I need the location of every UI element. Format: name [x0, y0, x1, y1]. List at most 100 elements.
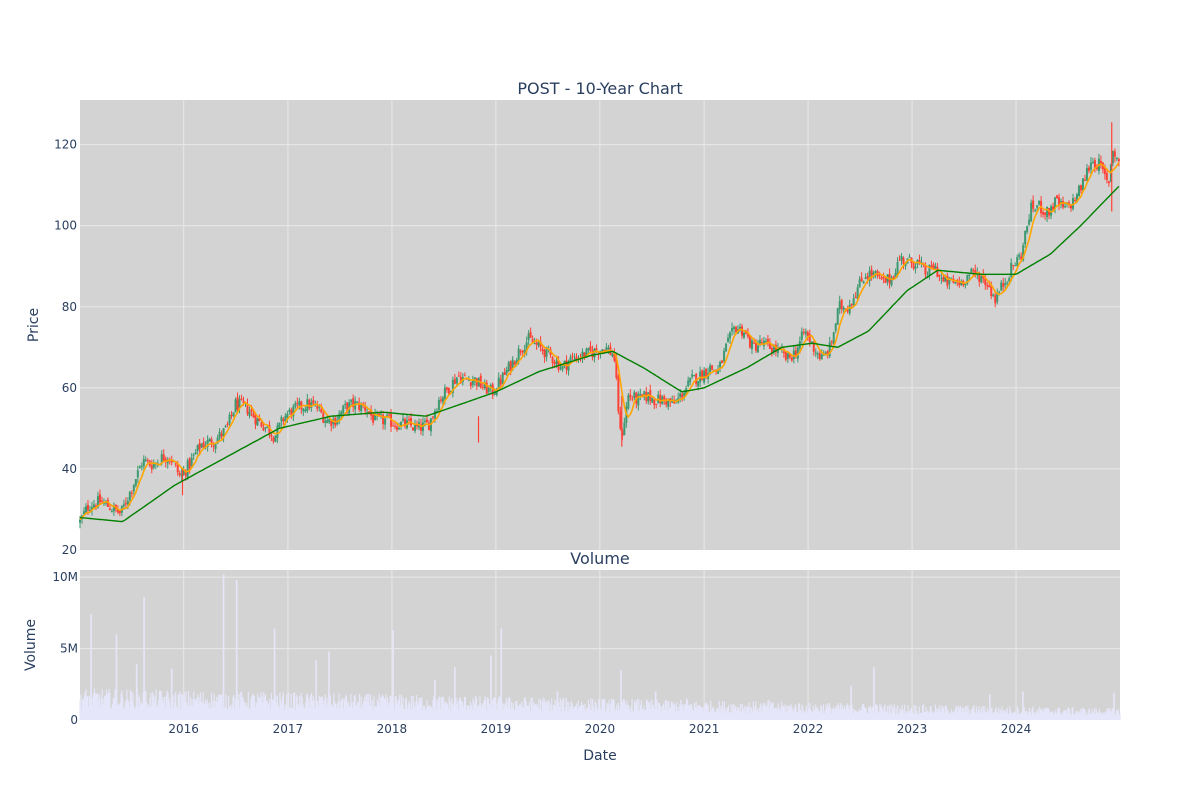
candle-body [593, 348, 596, 358]
candle-body [411, 427, 414, 431]
volume-bar [327, 703, 329, 720]
candle-body [304, 409, 307, 412]
volume-bar [129, 689, 132, 720]
volume-bar [530, 697, 532, 720]
volume-bar [597, 710, 599, 720]
candle-body [531, 338, 534, 343]
x-tick-label: 2017 [273, 722, 304, 736]
volume-bar [88, 695, 91, 720]
volume-bar [824, 710, 826, 720]
volume-bar [264, 694, 267, 720]
volume-bar [252, 694, 255, 720]
candle-body [142, 459, 145, 467]
candle-body [940, 277, 943, 279]
volume-bar [780, 701, 783, 720]
volume-bar [910, 707, 913, 720]
volume-bar [1104, 712, 1106, 720]
candle-body [890, 277, 893, 286]
candle-body [439, 399, 442, 401]
volume-bar [400, 694, 402, 720]
volume-bar [911, 712, 913, 720]
volume-bar [478, 704, 480, 720]
volume-bar [939, 704, 941, 720]
candle-body [198, 443, 201, 450]
volume-bar [721, 707, 723, 720]
volume-bar [186, 703, 188, 720]
volume-bar [909, 710, 911, 720]
volume-bar [800, 711, 802, 720]
volume-bar [529, 711, 531, 720]
volume-bar [357, 701, 360, 720]
volume-bar [814, 709, 816, 720]
volume-bar [699, 707, 702, 720]
volume-bar [312, 696, 314, 720]
volume-bar [868, 706, 870, 720]
candle-body [1083, 179, 1086, 181]
volume-bar [570, 701, 572, 720]
volume-bar [974, 711, 976, 720]
volume-bar [879, 703, 881, 720]
candle-body [768, 342, 771, 349]
volume-bar [103, 698, 105, 720]
volume-bar [857, 711, 860, 720]
candle-body [643, 391, 646, 398]
candle-body [717, 369, 720, 374]
candle-body [1081, 178, 1084, 191]
volume-bar [159, 691, 161, 720]
volume-bar [628, 705, 630, 720]
volume-bar [961, 712, 963, 720]
volume-bar [734, 705, 737, 720]
candle-body [705, 368, 708, 377]
volume-bar [165, 695, 167, 720]
volume-bar [479, 696, 481, 720]
candle-body [1068, 202, 1071, 205]
volume-bar [760, 703, 762, 720]
volume-bar [1027, 712, 1030, 720]
volume-bar [225, 694, 227, 720]
volume-bar [592, 699, 594, 720]
volume-bar [123, 707, 126, 720]
volume-bar [926, 711, 928, 720]
candle-body [136, 470, 139, 478]
volume-bar [771, 702, 773, 720]
volume-bar [924, 711, 926, 720]
volume-bar [845, 710, 847, 720]
candle-body [288, 409, 291, 413]
candle-body [868, 270, 871, 281]
volume-bar [588, 704, 590, 720]
volume-bar [1112, 709, 1114, 720]
volume-bar [713, 709, 715, 720]
candle-body [178, 473, 181, 475]
volume-bar [801, 704, 803, 720]
candle-body [425, 419, 428, 423]
volume-bar [591, 710, 593, 720]
volume-bar [401, 704, 403, 720]
volume-bar [607, 703, 609, 720]
volume-bar [779, 707, 781, 720]
volume-bar [735, 711, 737, 720]
candle-body [194, 452, 197, 455]
volume-bar [1057, 708, 1059, 720]
volume-bar [148, 706, 150, 720]
volume-bar [677, 706, 679, 720]
volume-bar [514, 709, 516, 720]
candle-body [212, 445, 215, 447]
candle-body [364, 407, 367, 411]
volume-bar [185, 690, 187, 720]
volume-bar [153, 701, 155, 720]
volume-bar [346, 696, 348, 720]
volume-bar [972, 706, 974, 720]
volume-bar [389, 695, 391, 720]
candle-body [272, 437, 275, 442]
volume-bar [142, 692, 144, 720]
volume-bar [975, 706, 978, 720]
volume-bar [789, 707, 791, 720]
volume-bar [288, 707, 290, 720]
volume-bar [416, 694, 418, 720]
volume-bar [737, 709, 739, 720]
candle-body [196, 444, 199, 452]
volume-bar [793, 708, 796, 720]
volume-bar [1091, 709, 1093, 720]
volume-bar [558, 706, 561, 720]
